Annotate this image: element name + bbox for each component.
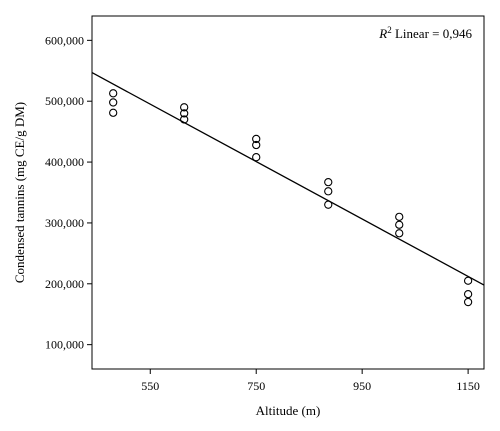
data-point <box>463 276 473 285</box>
x-tick-label: 1150 <box>456 379 480 393</box>
data-points <box>109 89 473 307</box>
data-point <box>324 187 333 196</box>
r-squared-value: Linear = 0,946 <box>392 26 473 41</box>
plot-frame <box>91 15 485 370</box>
y-tick-label: 300,000 <box>45 216 84 230</box>
data-point <box>395 220 404 229</box>
data-point <box>180 109 189 118</box>
r-squared-annotation: R2 Linear = 0,946 <box>378 25 472 41</box>
data-point <box>463 289 473 299</box>
y-tick-label: 400,000 <box>45 155 84 169</box>
data-point <box>109 89 118 98</box>
y-tick-label: 200,000 <box>45 277 84 291</box>
data-point <box>109 98 118 107</box>
data-point <box>324 178 333 187</box>
data-point <box>324 200 333 209</box>
y-axis-ticks: 100,000 200,000 300,000 400,000 500,000 600,0… <box>45 33 92 352</box>
data-point <box>395 229 404 238</box>
data-point <box>180 115 189 124</box>
data-point <box>463 297 473 307</box>
data-point <box>252 134 261 144</box>
y-tick-label: 600,000 <box>45 33 84 47</box>
x-tick-label: 550 <box>141 379 159 393</box>
y-tick-label: 100,000 <box>45 338 84 352</box>
x-tick-label: 950 <box>353 379 371 393</box>
y-axis-label: Condensed tannins (mg CE/g DM) <box>12 102 27 283</box>
x-tick-label: 750 <box>247 379 265 393</box>
x-axis-label: Altitude (m) <box>256 403 321 418</box>
y-tick-label: 500,000 <box>45 94 84 108</box>
data-point <box>180 103 189 112</box>
data-point <box>252 153 261 162</box>
r-superscript: 2 <box>387 25 392 35</box>
linear-fit-line <box>91 72 485 286</box>
data-point <box>252 140 261 150</box>
data-point <box>109 108 118 117</box>
r-symbol: R <box>378 26 387 41</box>
x-axis-ticks: 550 750 950 1150 <box>141 369 480 393</box>
data-point <box>395 212 404 221</box>
